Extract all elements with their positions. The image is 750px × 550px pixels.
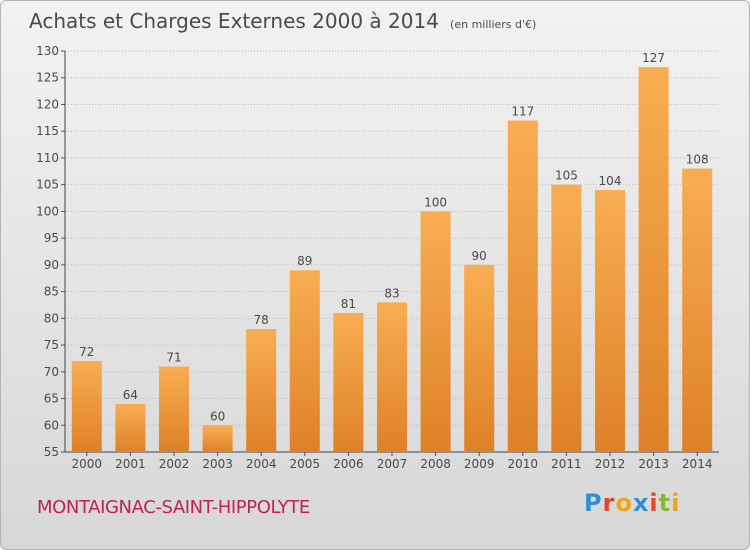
y-tick-label: 110 [36,151,59,165]
x-tick-label: 2009 [464,457,495,471]
chart-unit: (en milliers d'€) [450,18,537,31]
bar-value-label: 90 [472,249,487,263]
bar-value-label: 104 [599,174,622,188]
chart-title-block: Achats et Charges Externes 2000 à 2014 (… [29,9,536,33]
y-tick-label: 70 [44,365,59,379]
bar [464,264,495,452]
bar [420,211,451,452]
logo-letter: i [649,489,659,517]
bar-value-label: 105 [555,169,578,183]
bar-value-label: 100 [424,195,447,209]
y-tick-label: 115 [36,124,59,138]
x-tick-label: 2005 [290,457,321,471]
bar [377,302,407,452]
y-tick-label: 105 [36,178,59,192]
x-tick-label: 2003 [202,457,233,471]
logo-letter: r [602,489,616,517]
y-tick-label: 130 [36,44,59,58]
x-tick-label: 2000 [72,457,103,471]
x-tick-label: 2007 [377,457,408,471]
x-tick-label: 2004 [246,457,277,471]
y-tick-label: 85 [44,285,59,299]
y-tick-label: 80 [44,311,59,325]
logo-letter: i [671,489,681,517]
chart-title: Achats et Charges Externes 2000 à 2014 [29,9,439,33]
bar-value-label: 71 [166,350,181,364]
y-tick-label: 90 [44,258,59,272]
logo-letter: t [658,489,672,517]
x-tick-label: 2014 [682,457,713,471]
bar [333,312,364,452]
bar [638,67,669,452]
bar-value-label: 78 [254,313,269,327]
bar [551,184,582,452]
bar [159,366,189,452]
x-tick-label: 2008 [420,457,451,471]
bar-value-label: 117 [511,105,534,119]
bar-value-label: 72 [79,345,94,359]
bar [682,168,713,453]
y-tick-label: 65 [44,392,59,406]
x-tick-label: 2011 [551,457,582,471]
logo-letter: x [632,489,650,517]
bar-value-label: 89 [297,254,312,268]
x-tick-label: 2002 [159,457,190,471]
x-tick-label: 2010 [508,457,539,471]
x-tick-label: 2001 [115,457,146,471]
bar [507,120,538,453]
bar [289,270,320,452]
y-tick-label: 55 [44,445,59,459]
bar-value-label: 108 [686,153,709,167]
bar-value-label: 83 [384,286,399,300]
commune-name: MONTAIGNAC-SAINT-HIPPOLYTE [37,497,310,518]
bar-value-label: 60 [210,409,225,423]
bar [202,425,233,452]
y-tick-label: 100 [36,204,59,218]
y-tick-label: 125 [36,71,59,85]
bar [71,361,102,452]
bar [246,329,277,452]
x-tick-label: 2012 [595,457,626,471]
y-tick-label: 75 [44,338,59,352]
bar-value-label: 81 [341,297,356,311]
y-tick-label: 120 [36,97,59,111]
logo-letter: o [615,489,633,517]
y-tick-label: 95 [44,231,59,245]
bar-value-label: 64 [123,388,138,402]
proxiti-logo[interactable]: Proxiti [584,489,680,517]
logo-letter: P [584,489,603,517]
x-tick-label: 2006 [333,457,364,471]
x-tick-label: 2013 [638,457,669,471]
bar [115,403,146,452]
bar [595,190,625,452]
y-tick-label: 60 [44,418,59,432]
bar-value-label: 127 [642,51,665,65]
